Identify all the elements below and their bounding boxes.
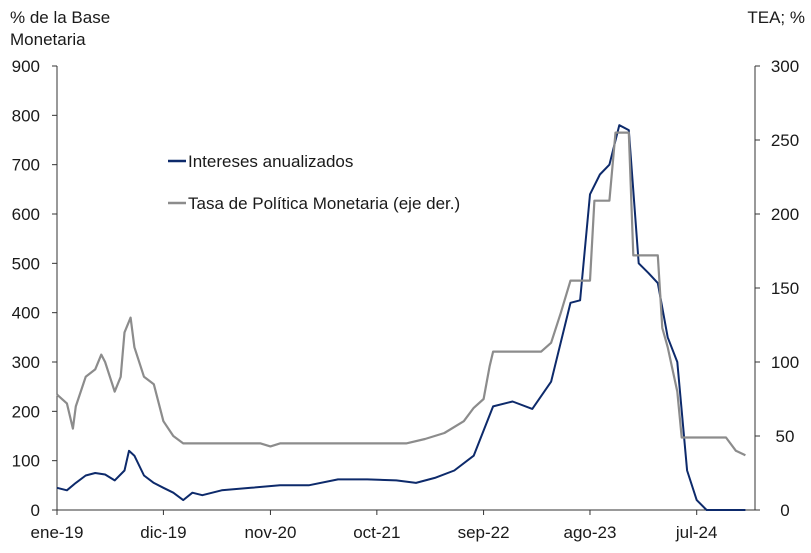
y-axis-right-title: TEA; % xyxy=(747,8,805,27)
y-left-tick-label: 800 xyxy=(12,106,40,125)
y-left-tick-label: 200 xyxy=(12,402,40,421)
x-tick-label: sep-22 xyxy=(458,523,510,542)
y-right-tick-label: 250 xyxy=(771,131,799,150)
y-left-tick-label: 100 xyxy=(12,452,40,471)
y-axis-left-title-line-1: % de la Base xyxy=(10,8,110,27)
y-right-tick-label: 100 xyxy=(771,353,799,372)
x-tick-label: oct-21 xyxy=(353,523,400,542)
x-tick-label: ene-19 xyxy=(31,523,84,542)
y-axis-left-title-line-2: Monetaria xyxy=(10,30,86,49)
y-left-tick-label: 900 xyxy=(12,57,40,76)
legend-label-intereses: Intereses anualizados xyxy=(188,152,353,171)
y-left-tick-label: 500 xyxy=(12,254,40,273)
y-left-tick-label: 700 xyxy=(12,156,40,175)
y-right-ticks: 0 50 100 150 200 250 300 xyxy=(755,57,799,520)
legend-label-tasa: Tasa de Política Monetaria (eje der.) xyxy=(188,194,460,213)
y-right-tick-label: 0 xyxy=(780,501,789,520)
y-right-tick-label: 50 xyxy=(776,427,795,446)
y-left-tick-label: 600 xyxy=(12,205,40,224)
x-tick-label: jul-24 xyxy=(675,523,718,542)
y-left-tick-label: 300 xyxy=(12,353,40,372)
y-left-tick-label: 400 xyxy=(12,304,40,323)
y-left-ticks: 0 100 200 300 400 500 600 700 800 900 xyxy=(12,57,57,520)
y-left-tick-label: 0 xyxy=(31,501,40,520)
series-line-tasa xyxy=(56,131,746,457)
legend: Intereses anualizados Tasa de Política M… xyxy=(168,152,460,213)
series-line-intereses xyxy=(56,124,746,511)
x-tick-label: ago-23 xyxy=(564,523,617,542)
y-axis-left-title: % de la Base Monetaria xyxy=(10,8,110,49)
series-group xyxy=(56,124,746,511)
y-right-tick-label: 200 xyxy=(771,205,799,224)
y-right-tick-label: 300 xyxy=(771,57,799,76)
y-right-tick-label: 150 xyxy=(771,279,799,298)
x-ticks: ene-19 dic-19 nov-20 oct-21 sep-22 ago-23 jul-… xyxy=(31,510,718,542)
x-tick-label: dic-19 xyxy=(140,523,186,542)
x-tick-label: nov-20 xyxy=(244,523,296,542)
